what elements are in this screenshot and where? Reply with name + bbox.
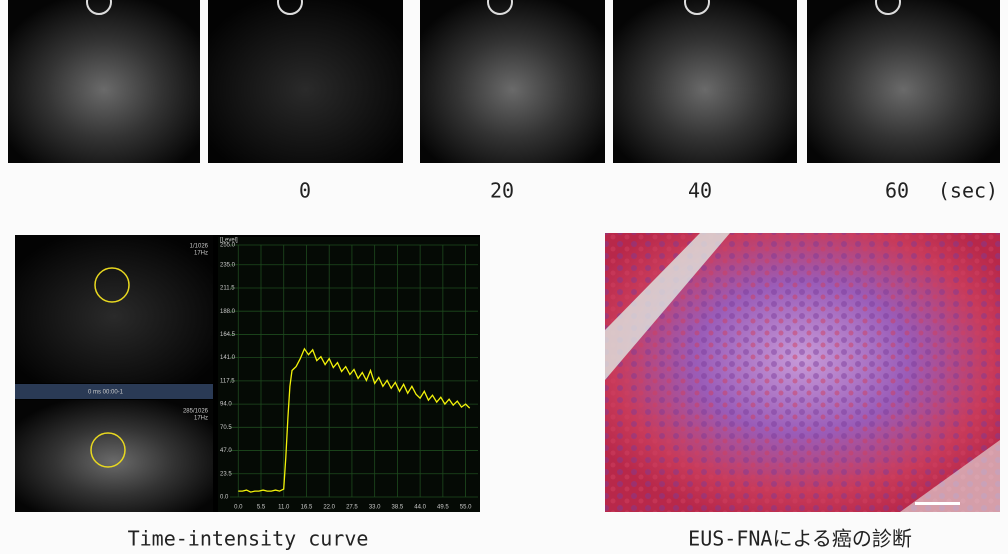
frame-info: 17Hz bbox=[194, 416, 208, 422]
x-tick-label: 44.0 bbox=[414, 505, 426, 511]
tic-panel: 0 ms 00:00-1 1/1026 17Hz 285/1026 17Hz [… bbox=[15, 235, 480, 512]
ultrasound-image bbox=[807, 0, 1000, 163]
y-tick-label: 211.5 bbox=[220, 286, 235, 292]
ultrasound-frame bbox=[15, 400, 213, 512]
x-tick-label: 27.5 bbox=[346, 505, 358, 511]
time-label: 40 bbox=[688, 179, 712, 203]
ultrasound-row bbox=[8, 0, 1000, 163]
time-label: 0 bbox=[299, 179, 311, 203]
x-tick-label: 33.0 bbox=[369, 505, 381, 511]
frame-info: 1/1026 bbox=[190, 244, 209, 250]
timebar-text: 0 ms 00:00-1 bbox=[88, 390, 124, 396]
ultrasound-image bbox=[613, 0, 797, 163]
caption: EUS-FNAによる癌の診断 bbox=[688, 527, 912, 551]
chart-area bbox=[218, 237, 480, 512]
x-tick-label: 22.0 bbox=[323, 505, 335, 511]
ultrasound-frame bbox=[15, 235, 213, 383]
histology bbox=[605, 233, 1000, 512]
intensity-line bbox=[238, 347, 471, 493]
y-tick-label: 47.0 bbox=[220, 448, 232, 454]
timebar bbox=[15, 384, 213, 399]
y-tick-label: 0.0 bbox=[220, 495, 229, 501]
y-tick-label: 117.5 bbox=[220, 378, 235, 384]
x-tick-label: 38.5 bbox=[392, 505, 404, 511]
ultrasound-image bbox=[8, 0, 200, 163]
y-tick-label: 23.5 bbox=[220, 471, 232, 477]
caption: Time-intensity curve bbox=[128, 527, 369, 551]
time-label: 60 bbox=[885, 179, 909, 203]
x-tick-label: 11.0 bbox=[278, 505, 290, 511]
y-tick-label: 141.0 bbox=[220, 355, 236, 361]
x-tick-label: 5.5 bbox=[257, 505, 266, 511]
x-tick-label: 49.5 bbox=[437, 505, 449, 511]
y-tick-label: 94.0 bbox=[220, 402, 232, 408]
y-tick-label: 70.5 bbox=[220, 425, 232, 431]
y-axis-label: [Level] bbox=[220, 238, 238, 244]
y-tick-label: 164.5 bbox=[220, 332, 236, 338]
x-tick-label: 0.0 bbox=[234, 505, 243, 511]
tic-chart: 0.0 23.5 47.0 70.5 94.0 117.5 141.0 164.5 188.0 2… bbox=[220, 243, 478, 511]
ultrasound-image bbox=[208, 0, 403, 163]
y-tick-label: 188.0 bbox=[220, 309, 236, 315]
y-tick-label: 235.0 bbox=[220, 262, 236, 268]
x-tick-label: 16.5 bbox=[301, 505, 313, 511]
time-label: 20 bbox=[490, 179, 514, 203]
frame-info: 285/1026 bbox=[183, 409, 209, 415]
x-tick-label: 55.0 bbox=[460, 505, 472, 511]
frame-info: 17Hz bbox=[194, 251, 208, 257]
time-unit: (sec) bbox=[938, 179, 998, 203]
ultrasound-image bbox=[420, 0, 605, 163]
y-tick-label: 255.0 bbox=[220, 243, 236, 249]
